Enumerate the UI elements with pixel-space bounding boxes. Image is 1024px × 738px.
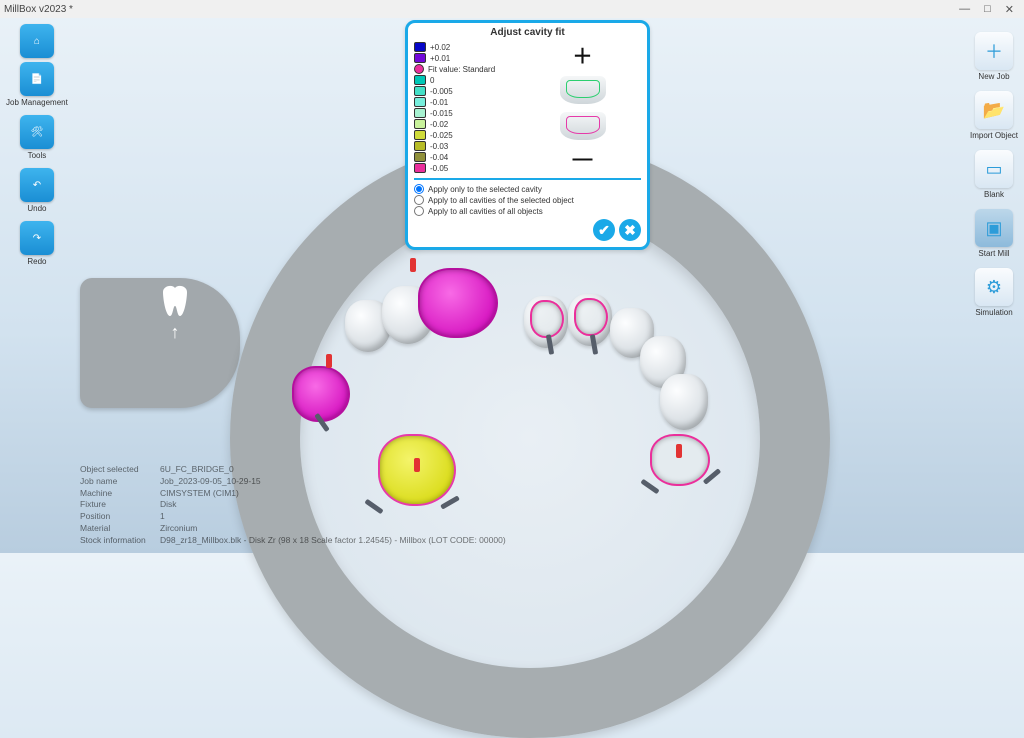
- dialog-title: Adjust cavity fit: [414, 27, 641, 38]
- option-all-objects[interactable]: Apply to all cavities of all objects: [414, 206, 641, 216]
- legend-label: +0.02: [430, 43, 450, 52]
- info-value: 6U_FC_BRIDGE_0: [160, 464, 234, 476]
- job-management-button[interactable]: 📄: [20, 62, 54, 96]
- info-value: Job_2023-09-05_10-29-15: [160, 476, 261, 488]
- info-key: Material: [80, 523, 160, 535]
- tooth-orientation-icon: ↑: [150, 284, 200, 354]
- cavity-preview-increase-icon: [560, 76, 606, 104]
- redo-label: Redo: [27, 257, 46, 266]
- info-key: Fixture: [80, 499, 160, 511]
- blank-label: Blank: [984, 190, 1004, 199]
- app-title: MillBox v2023 *: [4, 4, 73, 15]
- right-toolbar: ＋ New Job 📂 Import Object ▭ Blank ▣ Star…: [970, 30, 1018, 323]
- adjust-cavity-fit-dialog: Adjust cavity fit +0.02 +0.01 Fit value:…: [405, 20, 650, 250]
- plus-page-icon: ＋: [985, 38, 1003, 64]
- job-management-label: Job Management: [6, 98, 68, 107]
- fit-legend: +0.02 +0.01 Fit value: Standard 0 -0.005…: [414, 42, 524, 174]
- legend-label: -0.04: [430, 153, 448, 162]
- simulation-button[interactable]: ⚙: [975, 268, 1013, 306]
- blank-button[interactable]: ▭: [975, 150, 1013, 188]
- info-value: Zirconium: [160, 523, 197, 535]
- info-value: Disk: [160, 499, 177, 511]
- tools-button[interactable]: 🛠: [20, 115, 54, 149]
- fit-value-label: Fit value: Standard: [428, 65, 495, 74]
- mill-icon: ▣: [985, 218, 1002, 239]
- legend-label: -0.005: [430, 87, 453, 96]
- legend-swatch: [414, 141, 426, 151]
- legend-label: -0.015: [430, 109, 453, 118]
- legend-swatch: [414, 97, 426, 107]
- legend-swatch: [414, 86, 426, 96]
- legend-swatch: [414, 75, 426, 85]
- option-selected-cavity[interactable]: Apply only to the selected cavity: [414, 184, 641, 194]
- legend-swatch: [414, 42, 426, 52]
- simulation-icon: ⚙: [986, 277, 1002, 298]
- legend-label: -0.02: [430, 120, 448, 129]
- info-value: CIMSYSTEM (CIM1): [160, 488, 239, 500]
- simulation-label: Simulation: [975, 308, 1012, 317]
- new-job-label: New Job: [978, 72, 1009, 81]
- tools-icon: 🛠: [31, 127, 44, 138]
- legend-swatch: [414, 53, 426, 63]
- legend-label: 0: [430, 76, 434, 85]
- info-key: Position: [80, 511, 160, 523]
- minimize-button[interactable]: —: [959, 3, 970, 16]
- apply-scope-options: Apply only to the selected cavity Apply …: [414, 178, 641, 241]
- info-key: Stock information: [80, 535, 160, 547]
- document-icon: 📄: [31, 74, 43, 85]
- decrease-fit-button[interactable]: —: [573, 149, 593, 169]
- job-info-panel: Object selected6U_FC_BRIDGE_0 Job nameJo…: [80, 464, 506, 547]
- info-key: Job name: [80, 476, 160, 488]
- legend-label: -0.025: [430, 131, 453, 140]
- info-value: 1: [160, 511, 165, 523]
- new-job-button[interactable]: ＋: [975, 32, 1013, 70]
- window-titlebar: MillBox v2023 * — □ ✕: [0, 0, 1024, 18]
- legend-label: -0.03: [430, 142, 448, 151]
- legend-label: +0.01: [430, 54, 450, 63]
- cavity-preview-decrease-icon: [560, 112, 606, 140]
- undo-icon: ↶: [33, 180, 41, 191]
- start-mill-label: Start Mill: [978, 249, 1009, 258]
- option-selected-object[interactable]: Apply to all cavities of the selected ob…: [414, 195, 641, 205]
- legend-swatch: [414, 108, 426, 118]
- info-value: D98_zr18_Millbox.blk - Disk Zr (98 x 18 …: [160, 535, 506, 547]
- legend-label: -0.05: [430, 164, 448, 173]
- blank-icon: ▭: [985, 159, 1002, 180]
- legend-swatch: [414, 163, 426, 173]
- cancel-button[interactable]: ✖: [619, 219, 641, 241]
- legend-swatch: [414, 64, 424, 74]
- home-icon: ⌂: [34, 36, 40, 47]
- redo-button[interactable]: ↷: [20, 221, 54, 255]
- legend-swatch: [414, 130, 426, 140]
- folder-icon: 📂: [983, 100, 1005, 121]
- legend-swatch: [414, 152, 426, 162]
- redo-icon: ↷: [33, 233, 41, 244]
- close-button[interactable]: ✕: [1005, 3, 1014, 16]
- confirm-button[interactable]: ✔: [593, 219, 615, 241]
- tools-label: Tools: [28, 151, 47, 160]
- import-object-label: Import Object: [970, 131, 1018, 140]
- left-toolbar: ⌂ 📄 Job Management 🛠 Tools ↶ Undo ↷ Redo: [6, 22, 68, 270]
- undo-label: Undo: [27, 204, 46, 213]
- info-key: Machine: [80, 488, 160, 500]
- maximize-button[interactable]: □: [984, 3, 991, 16]
- legend-label: -0.01: [430, 98, 448, 107]
- start-mill-button[interactable]: ▣: [975, 209, 1013, 247]
- home-button[interactable]: ⌂: [20, 24, 54, 58]
- legend-swatch: [414, 119, 426, 129]
- info-key: Object selected: [80, 464, 160, 476]
- import-object-button[interactable]: 📂: [975, 91, 1013, 129]
- increase-fit-button[interactable]: ＋: [573, 47, 593, 67]
- undo-button[interactable]: ↶: [20, 168, 54, 202]
